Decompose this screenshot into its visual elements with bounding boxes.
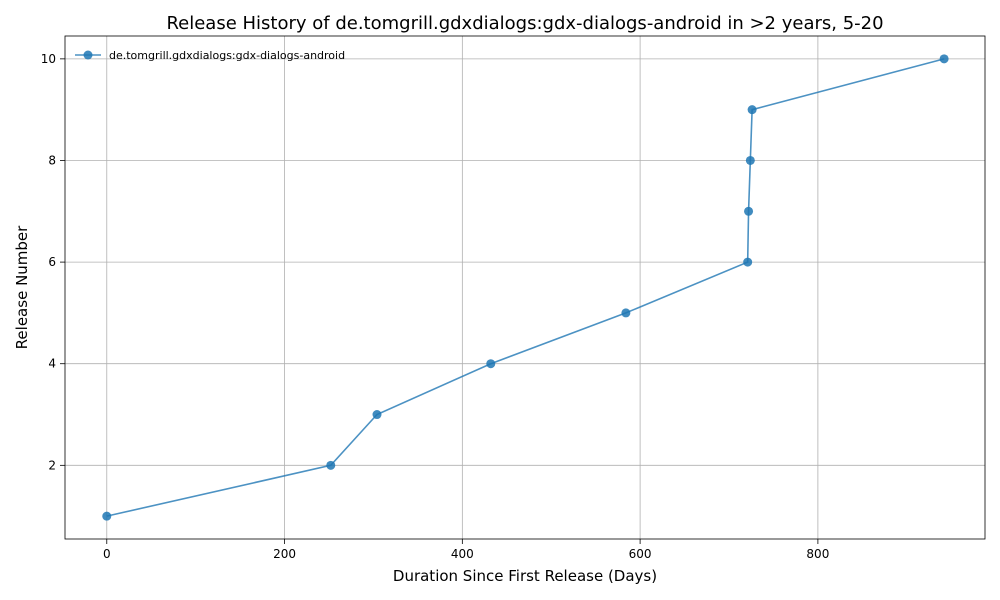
x-tick-label: 600 <box>629 547 652 561</box>
data-point <box>744 206 754 216</box>
data-point <box>326 460 336 470</box>
plot-frame <box>64 35 986 540</box>
x-tick-label: 400 <box>451 547 474 561</box>
data-point <box>747 105 757 115</box>
legend: de.tomgrill.gdxdialogs:gdx-dialogs-andro… <box>75 49 345 62</box>
x-tick-label: 200 <box>273 547 296 561</box>
y-tick-label: 6 <box>48 255 56 269</box>
data-point <box>102 511 112 521</box>
data-point <box>372 410 382 420</box>
x-axis-label: Duration Since First Release (Days) <box>393 567 657 585</box>
data-point <box>745 155 755 165</box>
x-tick-label: 0 <box>103 547 111 561</box>
y-tick-label: 2 <box>48 458 56 472</box>
axis-ticks: 0 200 400 600 800 2 4 6 8 10 <box>41 52 830 561</box>
data-point <box>486 359 496 369</box>
data-point <box>743 257 753 267</box>
chart-title: Release History of de.tomgrill.gdxdialog… <box>166 13 883 34</box>
grid-lines <box>65 36 985 539</box>
y-tick-label: 10 <box>41 52 56 66</box>
series-line <box>106 58 945 517</box>
y-axis-label: Release Number <box>13 225 31 349</box>
legend-entry-label: de.tomgrill.gdxdialogs:gdx-dialogs-andro… <box>109 49 345 62</box>
series-layer <box>102 54 949 521</box>
data-point <box>939 54 949 64</box>
y-tick-label: 4 <box>48 357 56 371</box>
x-tick-label: 800 <box>806 547 829 561</box>
y-tick-label: 8 <box>48 153 56 167</box>
data-point <box>621 308 631 318</box>
legend-marker-swatch <box>83 50 93 60</box>
